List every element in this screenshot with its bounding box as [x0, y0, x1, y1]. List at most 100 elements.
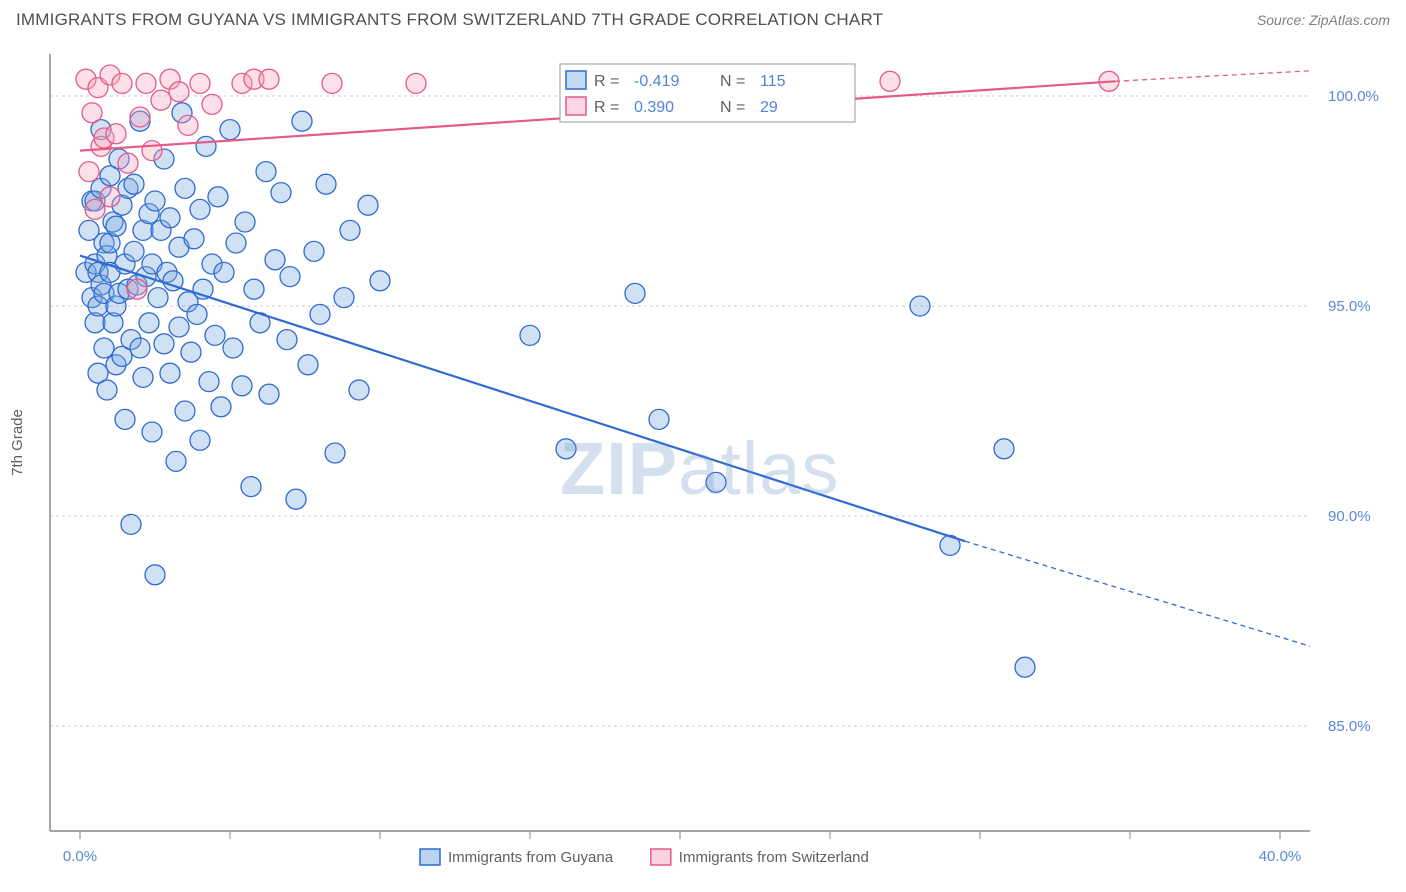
scatter-point-guyana [994, 439, 1014, 459]
scatter-point-switzerland [100, 187, 120, 207]
chart-title: IMMIGRANTS FROM GUYANA VS IMMIGRANTS FRO… [16, 10, 883, 30]
scatter-point-guyana [259, 384, 279, 404]
scatter-point-switzerland [82, 103, 102, 123]
legend-label: Immigrants from Switzerland [679, 849, 869, 866]
stats-r-value: 0.390 [634, 99, 674, 116]
scatter-point-switzerland [118, 153, 138, 173]
scatter-point-guyana [241, 477, 261, 497]
scatter-point-guyana [196, 136, 216, 156]
scatter-point-guyana [145, 191, 165, 211]
scatter-point-guyana [358, 195, 378, 215]
scatter-point-guyana [175, 401, 195, 421]
scatter-point-guyana [154, 334, 174, 354]
y-tick-label: 85.0% [1328, 718, 1371, 735]
y-tick-label: 95.0% [1328, 298, 1371, 315]
y-axis-title: 7th Grade [9, 409, 26, 476]
scatter-point-switzerland [880, 71, 900, 91]
y-tick-label: 100.0% [1328, 88, 1379, 105]
scatter-point-guyana [265, 250, 285, 270]
source-name: ZipAtlas.com [1309, 12, 1390, 28]
scatter-point-guyana [175, 178, 195, 198]
source-prefix: Source: [1257, 12, 1309, 28]
scatter-point-guyana [370, 271, 390, 291]
x-tick-label: 40.0% [1259, 848, 1302, 865]
scatter-point-guyana [649, 409, 669, 429]
scatter-point-switzerland [106, 124, 126, 144]
chart-source: Source: ZipAtlas.com [1257, 12, 1390, 28]
scatter-point-guyana [334, 288, 354, 308]
scatter-point-guyana [145, 565, 165, 585]
scatter-point-guyana [181, 342, 201, 362]
scatter-point-guyana [310, 304, 330, 324]
legend-swatch [651, 849, 671, 865]
scatter-point-guyana [226, 233, 246, 253]
scatter-point-guyana [211, 397, 231, 417]
scatter-point-guyana [139, 313, 159, 333]
scatter-point-guyana [142, 422, 162, 442]
scatter-point-switzerland [130, 107, 150, 127]
scatter-point-guyana [277, 330, 297, 350]
scatter-point-guyana [316, 174, 336, 194]
scatter-point-guyana [520, 325, 540, 345]
scatter-point-guyana [286, 489, 306, 509]
scatter-point-guyana [556, 439, 576, 459]
stats-n-label: N = [720, 99, 745, 116]
scatter-point-guyana [625, 283, 645, 303]
scatter-point-guyana [340, 220, 360, 240]
scatter-point-guyana [220, 120, 240, 140]
scatter-point-guyana [187, 304, 207, 324]
scatter-point-switzerland [142, 141, 162, 161]
scatter-point-guyana [115, 409, 135, 429]
scatter-point-guyana [190, 199, 210, 219]
scatter-point-switzerland [136, 73, 156, 93]
trend-line-extrapolation [1115, 71, 1310, 82]
stats-r-label: R = [594, 99, 619, 116]
scatter-point-guyana [106, 216, 126, 236]
scatter-point-guyana [304, 241, 324, 261]
scatter-point-guyana [232, 376, 252, 396]
scatter-point-switzerland [406, 73, 426, 93]
scatter-point-guyana [121, 514, 141, 534]
legend-swatch [420, 849, 440, 865]
scatter-point-guyana [256, 162, 276, 182]
scatter-point-guyana [199, 372, 219, 392]
stats-n-value: 29 [760, 99, 778, 116]
x-tick-label: 0.0% [63, 848, 97, 865]
scatter-point-switzerland [169, 82, 189, 102]
scatter-point-guyana [169, 317, 189, 337]
stats-r-label: R = [594, 73, 619, 90]
scatter-point-guyana [280, 267, 300, 287]
scatter-point-guyana [235, 212, 255, 232]
trend-line-extrapolation [965, 541, 1310, 646]
scatter-point-guyana [244, 279, 264, 299]
scatter-point-switzerland [79, 162, 99, 182]
scatter-point-guyana [190, 430, 210, 450]
scatter-point-guyana [214, 262, 234, 282]
trend-line [80, 256, 965, 542]
chart-area: 100.0% 95.0% 90.0% 85.0% 0.0% 40.0% 7th Grade R… [0, 36, 1406, 876]
scatter-point-guyana [910, 296, 930, 316]
scatter-point-guyana [124, 174, 144, 194]
scatter-point-switzerland [202, 94, 222, 114]
stats-swatch [566, 71, 586, 89]
stats-n-value: 115 [760, 73, 786, 90]
scatter-point-guyana [223, 338, 243, 358]
scatter-point-guyana [94, 338, 114, 358]
stats-swatch [566, 97, 586, 115]
scatter-point-guyana [97, 380, 117, 400]
scatter-point-guyana [124, 241, 144, 261]
scatter-point-switzerland [151, 90, 171, 110]
scatter-point-guyana [130, 338, 150, 358]
scatter-point-switzerland [322, 73, 342, 93]
y-tick-label: 90.0% [1328, 508, 1371, 525]
scatter-point-guyana [160, 363, 180, 383]
scatter-point-guyana [160, 208, 180, 228]
scatter-point-guyana [292, 111, 312, 131]
scatter-point-switzerland [112, 73, 132, 93]
stats-r-value: -0.419 [634, 73, 679, 90]
scatter-point-switzerland [190, 73, 210, 93]
scatter-point-guyana [205, 325, 225, 345]
scatter-point-guyana [271, 183, 291, 203]
scatter-point-guyana [325, 443, 345, 463]
stats-n-label: N = [720, 73, 745, 90]
